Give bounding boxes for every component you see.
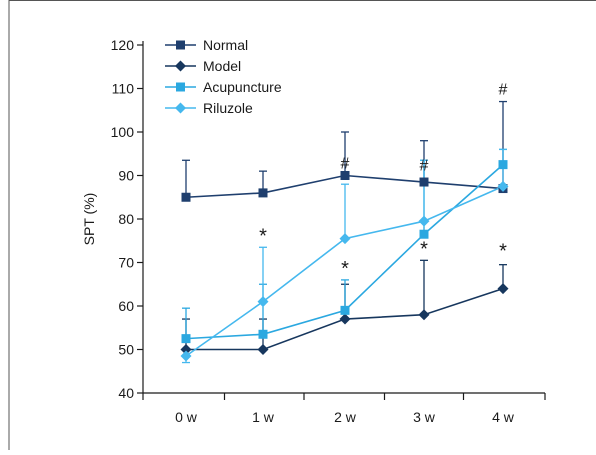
asterisk-annotation: * [341,258,349,280]
legend-marker [175,102,186,114]
y-tick-label: 40 [118,385,134,401]
hash-annotation: # [341,155,350,172]
data-point-normal [340,171,350,180]
data-point-riluzole [180,350,192,362]
axes [142,41,545,394]
y-axis-ticks: 40 50 60 70 80 90 100 110 120 [111,37,143,401]
data-point-model [339,313,351,325]
y-tick-label: 120 [111,37,135,53]
legend: Normal Model Acupuncture Riluzole [165,37,282,116]
hash-annotation: # [499,82,508,99]
legend-marker [175,60,186,72]
x-axis-ticks: 0 w 1 w 2 w 3 w 4 w [142,393,546,425]
y-tick-label: 70 [118,255,134,271]
data-point-model [180,344,192,355]
legend-marker [176,40,185,50]
data-point-acupuncture [258,329,268,339]
frame-lines [8,0,596,450]
legend-label: Riluzole [203,100,253,116]
hash-annotation: # [420,158,429,175]
legend-item-normal: Normal [165,37,248,53]
data-point-acupuncture [498,160,508,170]
y-tick-label: 80 [118,211,134,227]
y-tick-label: 60 [118,298,134,314]
x-tick-label: 4 w [492,409,515,425]
legend-label: Model [203,58,241,74]
legend-item-riluzole: Riluzole [165,100,253,116]
data-point-model [257,344,269,355]
data-point-riluzole [339,233,351,245]
data-point-riluzole [257,296,269,308]
y-tick-label: 50 [118,342,134,358]
x-tick-label: 3 w [413,409,436,425]
legend-marker [176,82,185,92]
y-tick-label: 90 [118,168,134,184]
data-point-acupuncture [181,334,191,344]
x-tick-label: 1 w [252,409,275,425]
legend-label: Acupuncture [203,79,282,95]
legend-item-acupuncture: Acupuncture [165,79,282,95]
data-point-model [497,283,509,295]
significance-annotations: * * * * # # # [259,82,507,281]
asterisk-annotation: * [499,241,507,263]
series-markers [180,160,509,362]
asterisk-annotation: * [259,225,267,247]
data-point-acupuncture [419,229,429,239]
x-tick-label: 2 w [334,409,357,425]
y-tick-label: 100 [111,124,135,140]
asterisk-annotation: * [420,238,428,260]
y-axis-label: SPT (%) [81,193,97,246]
data-point-normal [258,188,268,198]
data-point-riluzole [418,215,430,227]
legend-item-model: Model [165,58,241,74]
x-tick-label: 0 w [175,409,198,425]
data-point-normal [419,177,429,187]
data-point-normal [181,192,191,202]
data-point-model [418,309,430,321]
legend-label: Normal [203,37,248,53]
data-point-acupuncture [340,305,350,315]
y-tick-label: 110 [112,81,135,97]
data-point-riluzole [497,180,509,192]
